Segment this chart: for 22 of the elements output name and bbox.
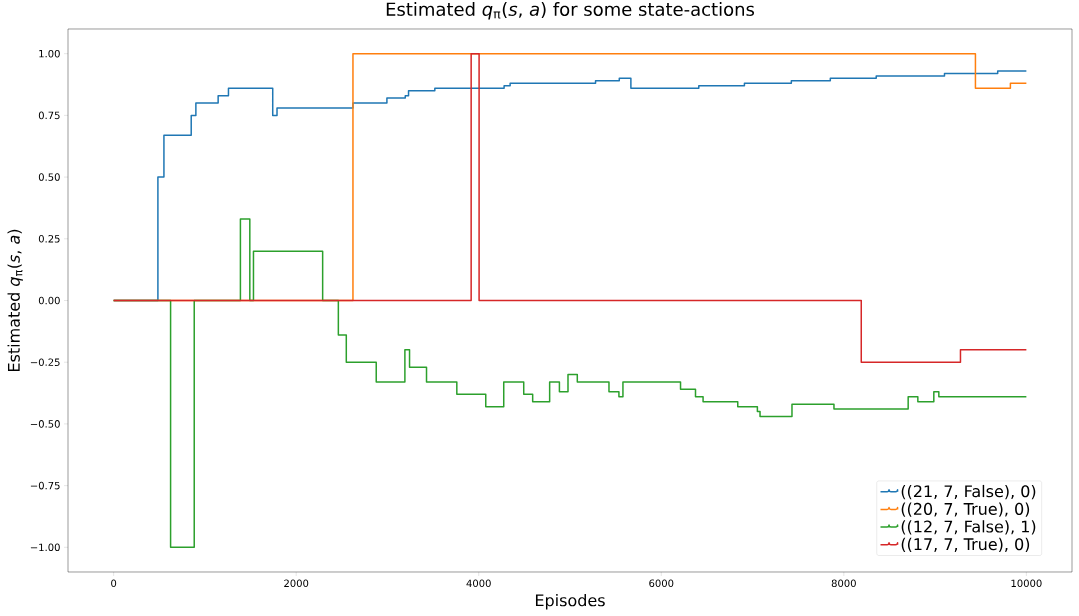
x-tick-label: 4000 <box>466 579 491 588</box>
y-tick-label: −0.75 <box>30 481 60 490</box>
legend-label: ((17, 7, True), 0) <box>901 537 1030 553</box>
y-tick-label: −1.00 <box>30 543 60 552</box>
y-tick-label: 0.25 <box>38 235 60 243</box>
y-tick-label: −0.50 <box>30 420 60 428</box>
y-axis-title: Estimated q$_{π}$(s, a) <box>7 229 23 371</box>
x-tick-label: 8000 <box>831 579 856 588</box>
x-tick-label: 10000 <box>1011 579 1042 588</box>
legend-label: ((12, 7, False), 1) <box>901 520 1036 535</box>
y-tick-label: −0.25 <box>30 358 60 366</box>
y-tick-label: 0.00 <box>38 296 60 305</box>
x-tick-label: 6000 <box>649 579 674 588</box>
x-tick-label: 0 <box>111 579 117 588</box>
y-tick-label: 0.75 <box>38 111 60 120</box>
legend-label: ((20, 7, True), 0) <box>901 502 1030 517</box>
x-tick-label: 2000 <box>284 579 309 588</box>
legend-label: ((21, 7, False), 0) <box>901 484 1036 500</box>
y-tick-label: 0.50 <box>38 173 60 181</box>
x-axis-title: Episodes <box>535 593 605 610</box>
y-tick-label: 1.00 <box>39 49 60 58</box>
chart-title: Estimated q$_{π}$(s, a) for some state-actions <box>386 2 755 20</box>
